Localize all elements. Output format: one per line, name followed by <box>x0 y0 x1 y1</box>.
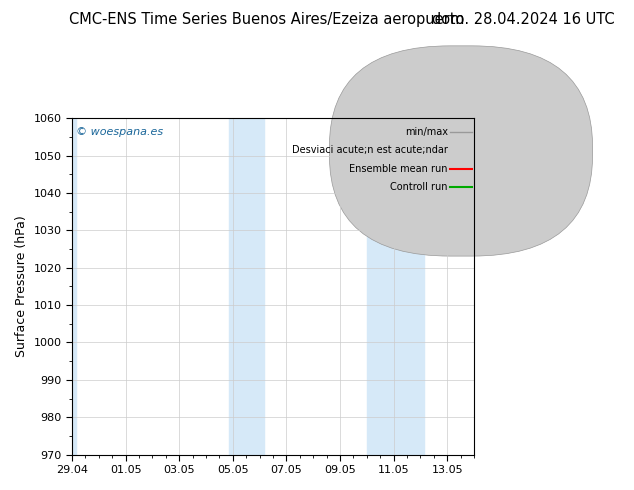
Bar <box>229 118 264 455</box>
Y-axis label: Surface Pressure (hPa): Surface Pressure (hPa) <box>15 216 28 357</box>
Text: Ensemble mean run: Ensemble mean run <box>349 164 448 173</box>
Bar <box>367 118 425 455</box>
Text: Controll run: Controll run <box>391 182 448 192</box>
Text: min/max: min/max <box>405 126 448 137</box>
Text: dom. 28.04.2024 16 UTC: dom. 28.04.2024 16 UTC <box>432 12 615 27</box>
Bar <box>72 118 76 455</box>
Text: Desviaci acute;n est acute;ndar: Desviaci acute;n est acute;ndar <box>292 145 448 155</box>
Text: © woespana.es: © woespana.es <box>76 126 163 137</box>
FancyBboxPatch shape <box>329 46 593 256</box>
Text: CMC-ENS Time Series Buenos Aires/Ezeiza aeropuerto: CMC-ENS Time Series Buenos Aires/Ezeiza … <box>68 12 464 27</box>
